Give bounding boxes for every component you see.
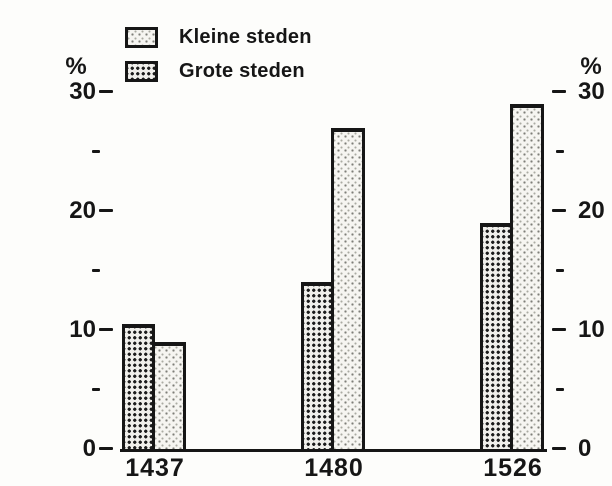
y-minor-tick-right-15 xyxy=(556,268,564,272)
legend-swatch-kleine-steden-icon xyxy=(125,27,158,48)
y-tick-label-left-0: 0 xyxy=(82,435,96,462)
bar-grote-steden-1437 xyxy=(122,324,155,452)
y-minor-tick-right-5 xyxy=(556,387,564,391)
bar-grote-steden-1526 xyxy=(480,222,513,452)
legend-item-kleine-steden: Kleine steden xyxy=(125,26,312,49)
y-tick-label-right-0: 0 xyxy=(578,435,592,462)
y-tick-left-0 xyxy=(99,447,113,450)
y-minor-tick-right-25 xyxy=(556,149,564,153)
y-tick-label-left-10: 10 xyxy=(69,316,96,343)
bar-kleine-steden-1437 xyxy=(152,341,186,452)
y-minor-tick-left-15 xyxy=(92,268,100,272)
y-tick-label-right-20: 20 xyxy=(578,197,605,224)
y-tick-right-30 xyxy=(552,90,566,93)
x-axis-label-1480: 1480 xyxy=(304,454,364,482)
y-tick-label-right-10: 10 xyxy=(578,316,605,343)
y-tick-right-0 xyxy=(552,447,566,450)
bar-kleine-steden-1526 xyxy=(510,103,544,452)
y-tick-label-right-30: 30 xyxy=(578,78,605,105)
y-tick-label-left-20: 20 xyxy=(69,197,96,224)
y-tick-left-20 xyxy=(99,209,113,212)
bar-kleine-steden-1480 xyxy=(331,127,365,452)
y-axis-unit-label-right: % xyxy=(580,53,602,80)
legend-label-kleine-steden: Kleine steden xyxy=(179,26,312,48)
y-tick-left-10 xyxy=(99,328,113,331)
y-minor-tick-left-5 xyxy=(92,387,100,391)
bar-grote-steden-1480 xyxy=(301,282,334,452)
legend-item-grote-steden: Grote steden xyxy=(125,60,312,83)
y-tick-left-30 xyxy=(99,90,113,93)
chart-legend: Kleine steden Grote steden xyxy=(125,26,312,83)
y-minor-tick-left-25 xyxy=(92,149,100,153)
y-tick-right-20 xyxy=(552,209,566,212)
y-tick-right-10 xyxy=(552,328,566,331)
y-axis-unit-label-left: % xyxy=(65,53,87,80)
x-axis-label-1437: 1437 xyxy=(125,454,185,482)
legend-label-grote-steden: Grote steden xyxy=(179,60,305,82)
y-tick-label-left-30: 30 xyxy=(69,78,96,105)
x-axis-label-1526: 1526 xyxy=(483,454,543,482)
legend-swatch-grote-steden-icon xyxy=(125,61,158,82)
